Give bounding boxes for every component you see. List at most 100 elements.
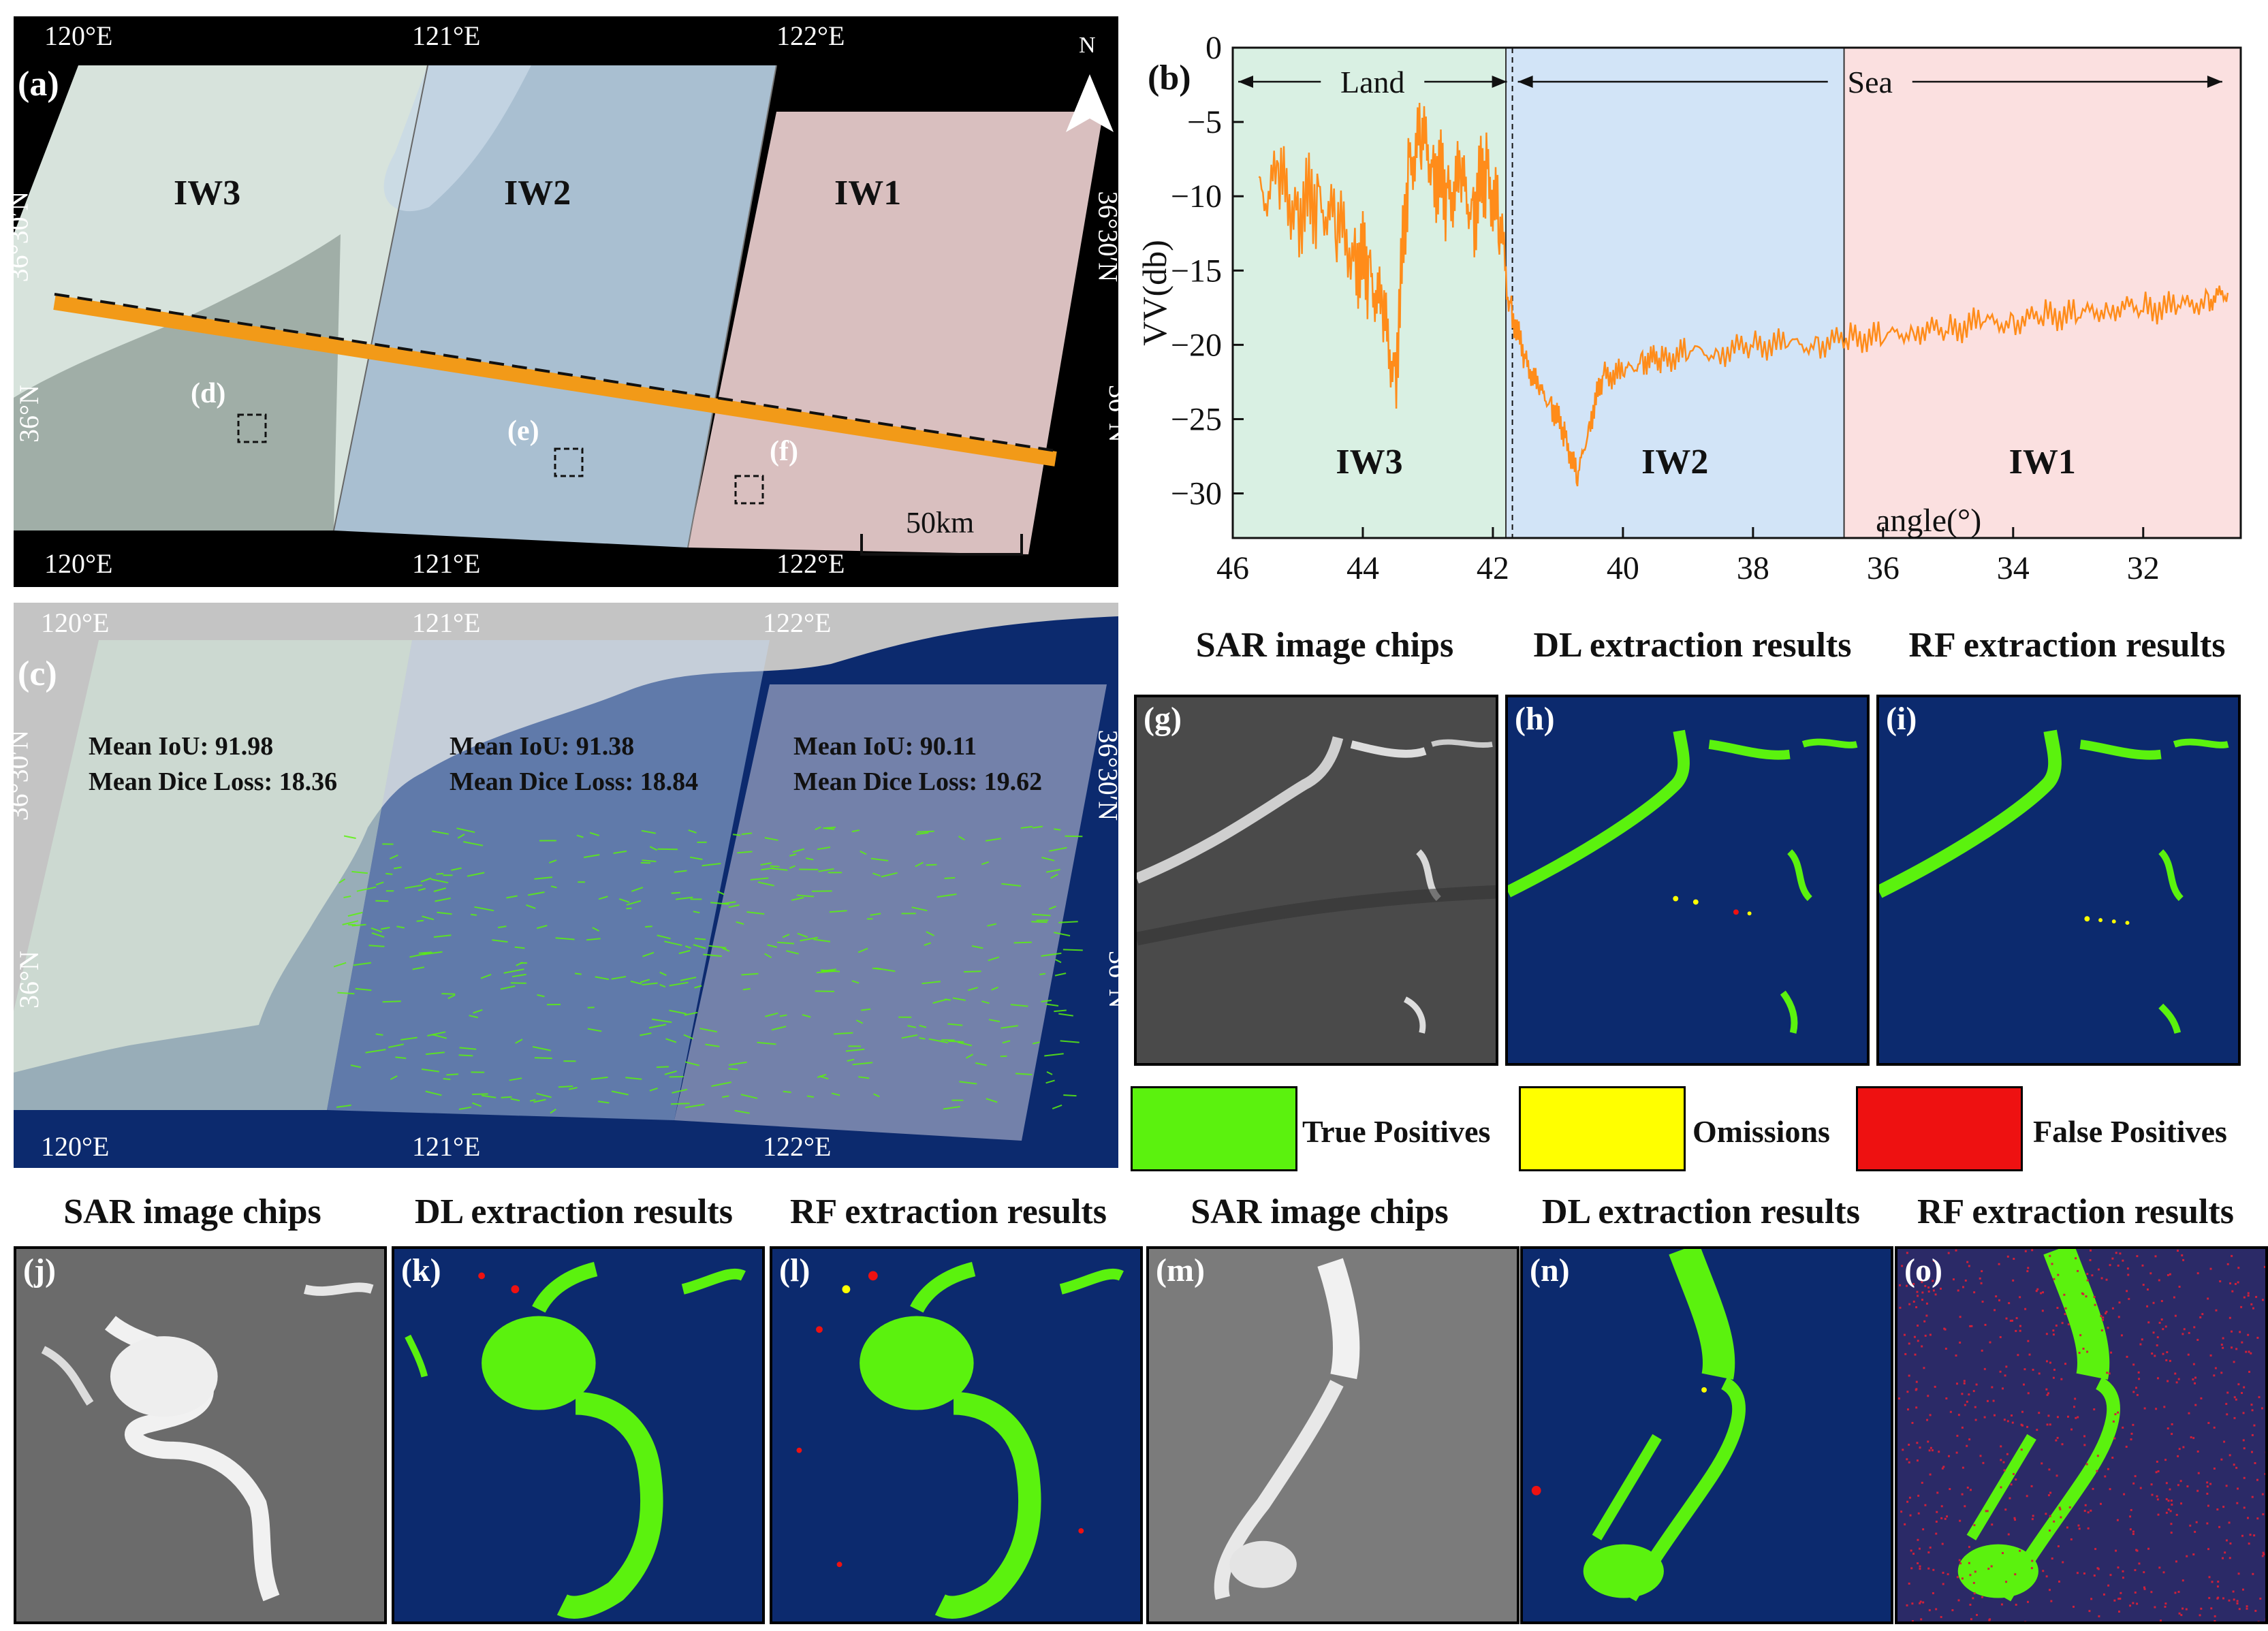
speckle [2228,1557,2231,1559]
slick-stroke [469,1015,478,1019]
speckle [1927,1567,1930,1570]
speckle [1945,1397,1948,1399]
speckle [2038,1412,2041,1414]
slick-stroke [857,947,868,953]
chip-j-sar: (j) [14,1246,387,1624]
speckle [2053,1368,2056,1371]
speckle [2092,1487,2094,1490]
speckle [2049,1361,2051,1364]
slick-stroke [514,946,525,949]
slick-stroke [779,1014,787,1017]
speckle [1908,1496,1911,1499]
speckle [2049,1529,2051,1532]
speckle [2027,1392,2030,1395]
speckle [2003,1419,2006,1421]
speckle [1932,1568,1935,1571]
slick-stroke [716,890,725,896]
speckle [2089,1258,2092,1261]
slick-stroke [534,876,553,880]
speckle [2164,1605,2167,1608]
slick-stroke [834,1032,853,1035]
slick-stroke [457,834,465,839]
slick-stroke [684,1011,698,1016]
slick-stroke [674,870,687,873]
slick-stroke [664,1070,677,1075]
speckle [2155,1408,2158,1410]
annotation-arrowhead-land-right [1492,76,1507,88]
slick-stroke [943,1106,960,1110]
slick-stroke [817,1073,827,1079]
speckle [1910,1567,1913,1570]
speckle [2026,1495,2028,1498]
slick-stroke [338,878,346,884]
speckle [1924,1284,1927,1287]
slick-stroke [789,865,796,869]
speckle [2055,1325,2058,1327]
speckle [1936,1491,1939,1494]
c-lon-bottom-122: 122°E [763,1131,832,1162]
speckle [1942,1583,1944,1585]
speckle [2175,1381,2178,1384]
speckle [2114,1413,2117,1416]
speckle [2100,1314,2102,1317]
slick-stroke [418,887,426,891]
panel-a-letter: (a) [18,65,59,104]
slick-stroke [645,925,652,928]
slick-stroke [459,1047,477,1050]
speckle [1972,1597,1974,1600]
speckle [1983,1416,1986,1419]
speckle [2013,1258,2015,1260]
slick-stroke [860,851,867,855]
slick-stroke [641,829,656,834]
speckle [1974,1406,1976,1408]
speckle [1915,1306,1918,1309]
speckle [1970,1618,1972,1621]
slick-stroke [699,1028,717,1033]
speckle [2226,1263,2229,1265]
sample-box-d [237,413,267,443]
speckle [2206,1492,2209,1495]
slick-stroke [772,868,788,871]
speckle [2026,1600,2029,1603]
speckle [2255,1295,2258,1298]
speckle [2134,1592,2137,1594]
speckle [2056,1474,2058,1477]
c-lat-right-36: 36°N [1103,951,1118,1009]
slick-stroke [1048,905,1056,910]
speckle [2239,1331,2241,1333]
slick-stroke [750,877,769,881]
slick-stroke [855,1019,864,1024]
chip-k-image [405,1262,746,1619]
speckle [1929,1414,1932,1416]
speckle [2134,1475,2137,1478]
speckle [2251,1495,2254,1498]
speckle [2100,1502,2102,1505]
speckle [2146,1288,2149,1291]
speckle [2005,1365,2008,1368]
slick-stroke [648,1024,667,1029]
speckle [2084,1504,2087,1506]
lon-top-120: 120°E [44,20,113,51]
speckle [1904,1523,1906,1525]
slick-stroke [957,1041,973,1047]
speckle [2236,1600,2239,1602]
slick-stroke [657,848,678,851]
chip-h-letter: (h) [1515,701,1555,737]
speckle [2189,1524,2192,1527]
speckle [2199,1614,2201,1617]
speckle [2263,1553,2265,1555]
speckle [1981,1596,1983,1598]
speckle [2231,1330,2233,1333]
speckle [2082,1347,2085,1350]
slick-stroke [765,1012,778,1017]
metric-iw2-dice: Mean Dice Loss: 18.84 [450,767,699,796]
speckle [2185,1608,2188,1611]
speckle [1902,1448,1904,1451]
speckle [1917,1538,1919,1541]
slick-stroke [365,1049,386,1054]
speckle [2149,1272,2152,1275]
speckle [2167,1380,2169,1382]
slick-stroke [467,872,485,877]
false-positive-speckle [1897,1249,2265,1621]
speckle [2026,1425,2029,1428]
